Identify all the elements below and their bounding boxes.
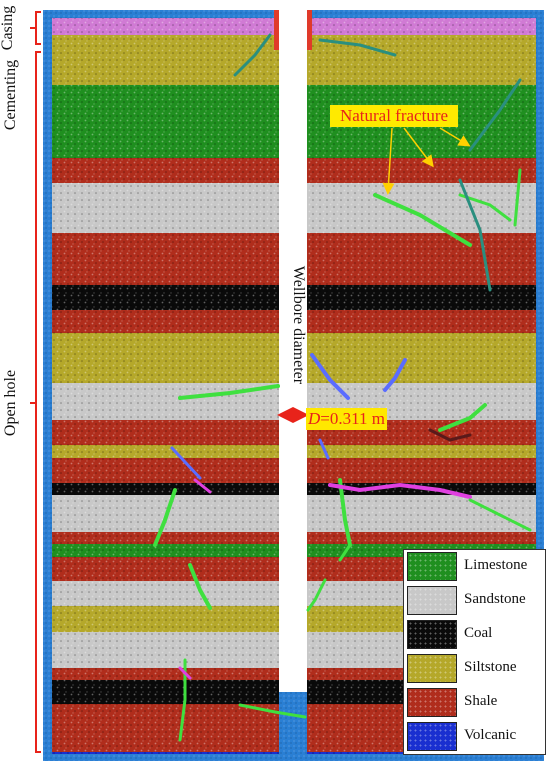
fracture-darkred-1 bbox=[428, 428, 472, 442]
stratum-texture-right-12 bbox=[307, 458, 536, 483]
stratum-texture-left-1 bbox=[52, 35, 279, 85]
legend-swatch-sandstone bbox=[407, 586, 457, 615]
fracture-green-1 bbox=[178, 384, 280, 400]
legend-label-siltstone: Siltstone bbox=[464, 659, 517, 675]
stratum-texture-left-13 bbox=[52, 483, 279, 495]
legend-swatch-limestone bbox=[407, 552, 457, 581]
stratum-texture-left-4 bbox=[52, 183, 279, 233]
stratum-texture-right-15 bbox=[307, 532, 536, 544]
legend-label-coal: Coal bbox=[464, 625, 493, 641]
legend-label-shale: Shale bbox=[464, 693, 498, 709]
wellbore bbox=[279, 10, 307, 692]
stratum-texture-left-22 bbox=[52, 680, 279, 704]
casing-right bbox=[307, 10, 312, 50]
stratum-texture-left-6 bbox=[52, 285, 279, 310]
strata-left bbox=[52, 18, 279, 754]
fracture-green-12 bbox=[338, 543, 352, 562]
stratum-texture-left-8 bbox=[52, 333, 279, 383]
fracture-green-9 bbox=[438, 403, 487, 432]
legend-item-volcanic: Volcanic bbox=[404, 720, 547, 754]
legend-item-limestone: Limestone bbox=[404, 550, 547, 584]
stratum-texture-left-11 bbox=[52, 445, 279, 458]
wellbore-diameter-label: Wellbore diameter bbox=[288, 250, 308, 400]
fracture-teal-3 bbox=[468, 78, 522, 152]
stratum-texture-right-3 bbox=[307, 158, 536, 183]
casing-left bbox=[274, 10, 279, 50]
fracture-magenta-3 bbox=[178, 666, 192, 680]
cementing-label: Cementing bbox=[2, 59, 20, 131]
fracture-teal-1 bbox=[233, 33, 272, 77]
stratum-texture-right-8 bbox=[307, 333, 536, 383]
fracture-green-7 bbox=[188, 563, 212, 610]
fracture-magenta-1 bbox=[328, 482, 472, 499]
stratum-texture-right-11 bbox=[307, 445, 536, 458]
depth-brackets bbox=[30, 11, 41, 753]
casing-bracket bbox=[35, 11, 41, 45]
legend-swatch-volcanic bbox=[407, 722, 457, 751]
stratum-texture-left-12 bbox=[52, 458, 279, 483]
casing-label: Casing bbox=[0, 5, 17, 51]
fracture-teal-4 bbox=[458, 178, 492, 292]
stratum-texture-right-5 bbox=[307, 233, 536, 285]
rock-type-legend: Limestone Sandstone Coal Siltstone Shale… bbox=[403, 549, 546, 755]
fracture-pointer-2 bbox=[403, 127, 434, 168]
fracture-network bbox=[153, 33, 532, 742]
stratum-texture-left-17 bbox=[52, 557, 279, 581]
open-hole-label: Open hole bbox=[2, 369, 20, 437]
legend-item-coal: Coal bbox=[404, 618, 547, 652]
stratum-texture-left-5 bbox=[52, 233, 279, 285]
legend-item-sandstone: Sandstone bbox=[404, 584, 547, 618]
stratum-texture-left-24 bbox=[52, 752, 279, 754]
fracture-pointer-3 bbox=[439, 127, 471, 147]
stratum-texture-left-2 bbox=[52, 85, 279, 158]
legend-swatch-shale bbox=[407, 688, 457, 717]
stratum-texture-left-15 bbox=[52, 532, 279, 544]
stratum-texture-left-16 bbox=[52, 544, 279, 557]
legend-item-shale: Shale bbox=[404, 686, 547, 720]
fracture-green-11 bbox=[238, 703, 307, 719]
fracture-blue-3 bbox=[170, 446, 202, 480]
stratum-texture-right-0 bbox=[307, 18, 536, 35]
fracture-pointer-1 bbox=[382, 127, 395, 195]
stratum-texture-right-7 bbox=[307, 310, 536, 333]
fracture-magenta-2 bbox=[193, 478, 212, 494]
fracture-green-3 bbox=[458, 193, 512, 222]
natural-fracture-label: Natural fracture bbox=[330, 105, 458, 127]
legend-item-siltstone: Siltstone bbox=[404, 652, 547, 686]
legend-swatch-siltstone bbox=[407, 654, 457, 683]
stratum-texture-left-23 bbox=[52, 704, 279, 752]
stratum-texture-left-19 bbox=[52, 606, 279, 632]
diameter-value: =0.311 m bbox=[320, 409, 385, 428]
legend-label-volcanic: Volcanic bbox=[464, 727, 517, 743]
fracture-blue-1 bbox=[310, 353, 350, 400]
stratum-texture-right-6 bbox=[307, 285, 536, 310]
legend-label-limestone: Limestone bbox=[464, 557, 528, 573]
stratum-texture-left-20 bbox=[52, 632, 279, 668]
fracture-blue-4 bbox=[318, 438, 330, 460]
stratum-texture-left-18 bbox=[52, 581, 279, 606]
stratum-texture-left-0 bbox=[52, 18, 279, 35]
stratum-texture-left-10 bbox=[52, 420, 279, 445]
fracture-green-2 bbox=[373, 193, 472, 247]
fracture-green-13 bbox=[468, 498, 532, 532]
fracture-blue-2 bbox=[383, 358, 407, 392]
stratum-texture-left-9 bbox=[52, 383, 279, 420]
stratum-texture-right-4 bbox=[307, 183, 536, 233]
legend-label-sandstone: Sandstone bbox=[464, 591, 526, 607]
openhole-bracket bbox=[35, 51, 41, 753]
wellbore-diameter-text: Wellbore diameter bbox=[290, 265, 307, 385]
fracture-green-5 bbox=[338, 478, 352, 547]
legend-swatch-coal bbox=[407, 620, 457, 649]
fracture-green-4 bbox=[513, 168, 522, 227]
stratum-texture-left-3 bbox=[52, 158, 279, 183]
fracture-green-6 bbox=[153, 488, 177, 547]
fracture-green-8 bbox=[306, 578, 327, 612]
diameter-value-label: D=0.311 m bbox=[306, 408, 387, 430]
stratum-texture-left-7 bbox=[52, 310, 279, 333]
fracture-teal-2 bbox=[318, 38, 397, 57]
stratum-texture-left-21 bbox=[52, 668, 279, 680]
diameter-symbol: D bbox=[308, 409, 321, 428]
